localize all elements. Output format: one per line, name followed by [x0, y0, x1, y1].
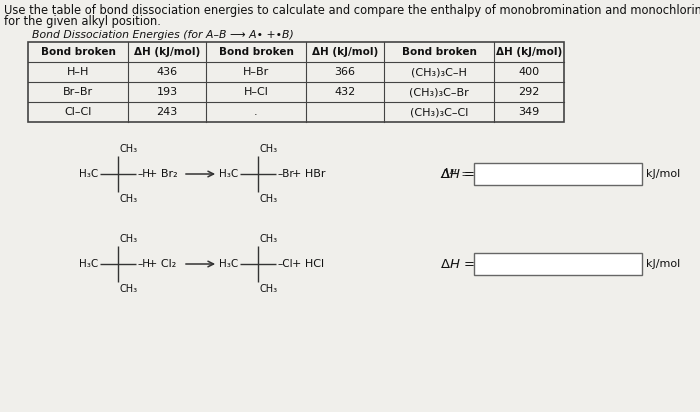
Bar [474, 163, 642, 185]
Text: H–Cl: H–Cl [244, 87, 268, 97]
Text: Bond broken: Bond broken [402, 47, 477, 57]
Text: Br–Br: Br–Br [63, 87, 93, 97]
Text: CH₃: CH₃ [119, 144, 137, 154]
Text: ΔH (kJ/mol): ΔH (kJ/mol) [312, 47, 378, 57]
Text: 366: 366 [335, 67, 356, 77]
Text: –Cl: –Cl [277, 259, 293, 269]
Text: 243: 243 [156, 107, 178, 117]
Text: 436: 436 [156, 67, 178, 77]
Text: .: . [254, 107, 258, 117]
Bar [28, 42, 564, 122]
Text: ΔH (kJ/mol): ΔH (kJ/mol) [134, 47, 200, 57]
Text: H₃C: H₃C [78, 169, 98, 179]
Text: H₃C: H₃C [78, 259, 98, 269]
Text: 349: 349 [519, 107, 540, 117]
Text: CH₃: CH₃ [259, 144, 277, 154]
Text: H–Br: H–Br [243, 67, 269, 77]
Text: H₃C: H₃C [218, 259, 238, 269]
Text: for the given alkyl position.: for the given alkyl position. [4, 15, 161, 28]
Text: H–H: H–H [66, 67, 89, 77]
Text: H₃C: H₃C [218, 169, 238, 179]
Text: ΔH (kJ/mol): ΔH (kJ/mol) [496, 47, 562, 57]
Text: –Br: –Br [277, 169, 294, 179]
Text: kJ/mol: kJ/mol [646, 169, 680, 179]
Text: kJ/mol: kJ/mol [646, 259, 680, 269]
Text: 432: 432 [335, 87, 356, 97]
Text: (CH₃)₃C–Br: (CH₃)₃C–Br [409, 87, 469, 97]
Text: CH₃: CH₃ [119, 194, 137, 204]
Text: Cl–Cl: Cl–Cl [64, 107, 92, 117]
Text: CH₃: CH₃ [119, 284, 137, 294]
Text: + HBr: + HBr [292, 169, 326, 179]
Text: + Cl₂: + Cl₂ [148, 259, 176, 269]
Text: $\Delta H$ =: $\Delta H$ = [440, 168, 475, 180]
Text: Δᴴ =: Δᴴ = [440, 168, 473, 180]
Text: $\Delta H$ =: $\Delta H$ = [440, 258, 475, 271]
Text: CH₃: CH₃ [259, 284, 277, 294]
Text: 292: 292 [518, 87, 540, 97]
Text: –H: –H [137, 259, 150, 269]
Text: Use the table of bond dissociation energies to calculate and compare the enthalp: Use the table of bond dissociation energ… [4, 4, 700, 17]
Text: CH₃: CH₃ [119, 234, 137, 244]
Bar [474, 253, 642, 275]
Text: Bond broken: Bond broken [41, 47, 116, 57]
Text: + HCl: + HCl [292, 259, 324, 269]
Text: CH₃: CH₃ [259, 234, 277, 244]
Text: Bond Dissociation Energies (for A–B ⟶ A• +•B): Bond Dissociation Energies (for A–B ⟶ A•… [32, 30, 294, 40]
Text: Bond broken: Bond broken [218, 47, 293, 57]
Text: 193: 193 [156, 87, 178, 97]
Text: + Br₂: + Br₂ [148, 169, 178, 179]
Text: (CH₃)₃C–Cl: (CH₃)₃C–Cl [410, 107, 468, 117]
Text: 400: 400 [519, 67, 540, 77]
Text: CH₃: CH₃ [259, 194, 277, 204]
Text: (CH₃)₃C–H: (CH₃)₃C–H [411, 67, 467, 77]
Text: –H: –H [137, 169, 150, 179]
